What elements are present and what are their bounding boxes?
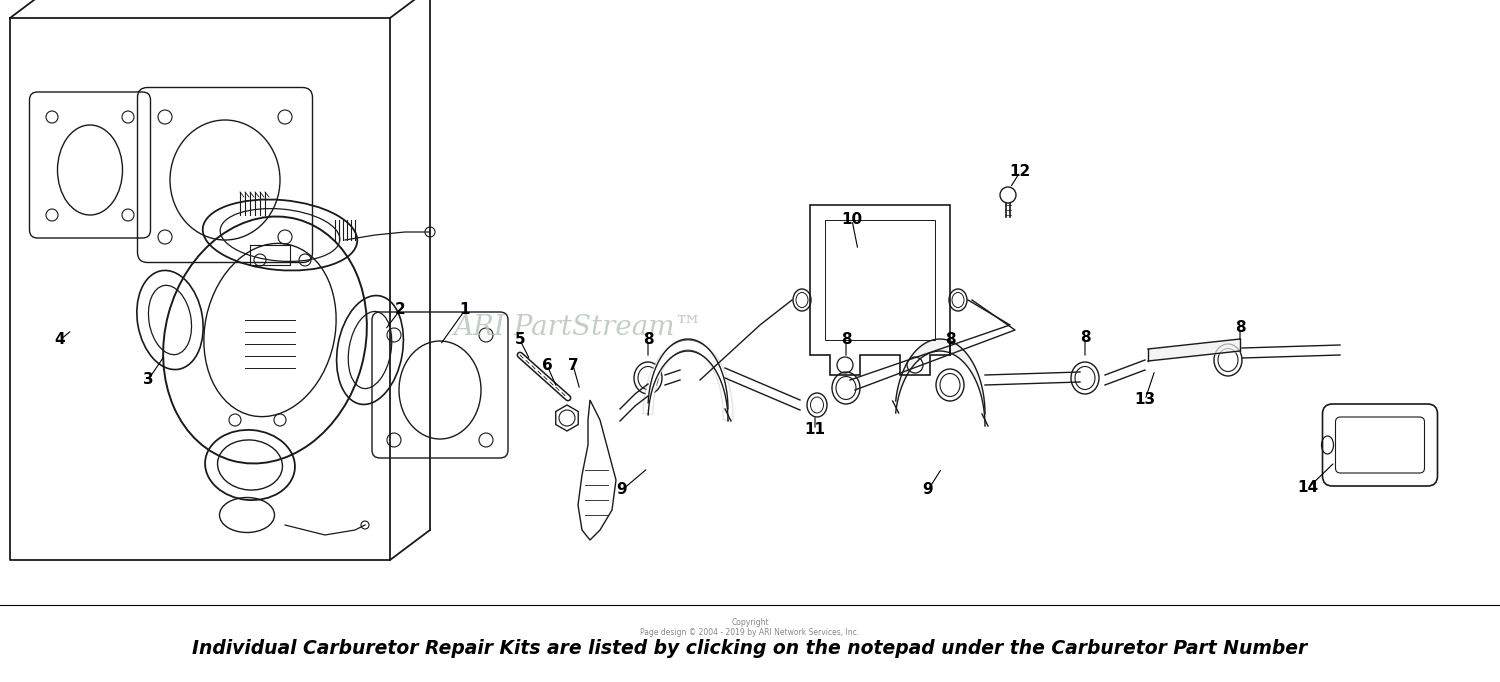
Text: 3: 3: [142, 372, 153, 387]
Text: 12: 12: [1010, 164, 1031, 179]
Text: 13: 13: [1134, 393, 1155, 408]
Text: 4: 4: [54, 333, 66, 348]
Text: Copyright
Page design © 2004 - 2019 by ARI Network Services, Inc.: Copyright Page design © 2004 - 2019 by A…: [640, 618, 860, 638]
Text: 1: 1: [459, 303, 471, 318]
Text: 2: 2: [394, 303, 405, 318]
Text: 9: 9: [922, 482, 933, 497]
Text: Individual Carburetor Repair Kits are listed by clicking on the notepad under th: Individual Carburetor Repair Kits are li…: [192, 638, 1308, 657]
Text: 10: 10: [842, 213, 862, 228]
Text: 8: 8: [945, 333, 956, 348]
Text: 7: 7: [567, 357, 579, 372]
Text: 11: 11: [804, 423, 825, 437]
Text: 6: 6: [542, 357, 552, 372]
Text: 8: 8: [840, 333, 852, 348]
Text: 8: 8: [642, 333, 654, 348]
Text: 14: 14: [1298, 481, 1318, 496]
Text: 5: 5: [514, 333, 525, 348]
Text: 8: 8: [1234, 321, 1245, 336]
Text: 9: 9: [616, 482, 627, 497]
Text: 8: 8: [1080, 331, 1090, 346]
Text: ARI PartStream™: ARI PartStream™: [453, 314, 702, 341]
